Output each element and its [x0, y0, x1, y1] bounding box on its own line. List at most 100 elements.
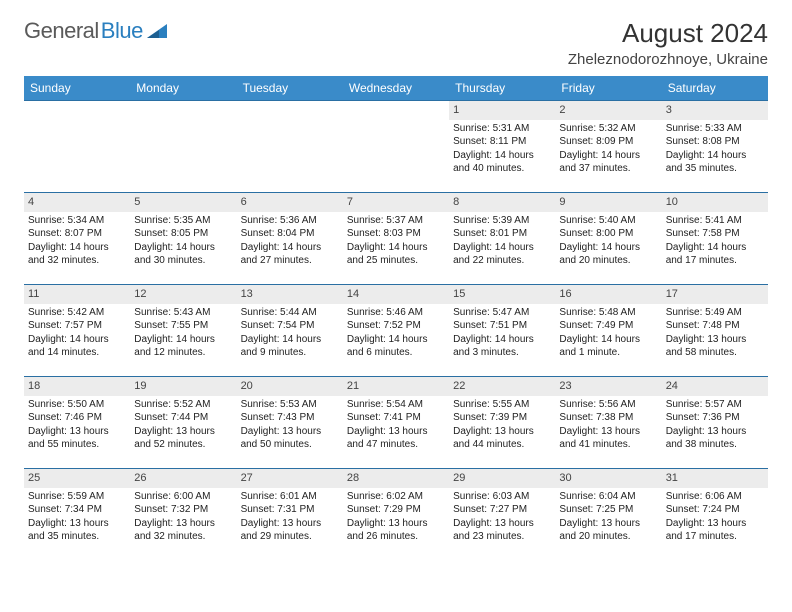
calendar-day-cell: 9Sunrise: 5:40 AMSunset: 8:00 PMDaylight… — [555, 193, 661, 285]
sunrise-line: Sunrise: 6:00 AM — [134, 490, 232, 504]
sunset-line: Sunset: 8:04 PM — [241, 227, 339, 241]
daylight-line: Daylight: 13 hours and 20 minutes. — [559, 517, 657, 544]
sunrise-line: Sunrise: 5:50 AM — [28, 398, 126, 412]
calendar-day-cell: 12Sunrise: 5:43 AMSunset: 7:55 PMDayligh… — [130, 285, 236, 377]
location-label: Zheleznodorozhnoye, Ukraine — [568, 51, 768, 68]
day-number: 15 — [449, 285, 555, 304]
daylight-line: Daylight: 14 hours and 9 minutes. — [241, 333, 339, 360]
calendar-day-cell: 6Sunrise: 5:36 AMSunset: 8:04 PMDaylight… — [237, 193, 343, 285]
calendar-page: GeneralBlue August 2024 Zheleznodorozhno… — [0, 0, 792, 579]
sunrise-line: Sunrise: 5:59 AM — [28, 490, 126, 504]
calendar-day-cell: 31Sunrise: 6:06 AMSunset: 7:24 PMDayligh… — [662, 469, 768, 561]
month-title: August 2024 — [568, 18, 768, 49]
calendar-day-cell: 13Sunrise: 5:44 AMSunset: 7:54 PMDayligh… — [237, 285, 343, 377]
sunrise-line: Sunrise: 5:46 AM — [347, 306, 445, 320]
sunset-line: Sunset: 7:34 PM — [28, 503, 126, 517]
daylight-line: Daylight: 14 hours and 6 minutes. — [347, 333, 445, 360]
sunrise-line: Sunrise: 6:04 AM — [559, 490, 657, 504]
daylight-line: Daylight: 13 hours and 23 minutes. — [453, 517, 551, 544]
day-number: 17 — [662, 285, 768, 304]
calendar-day-cell: 3Sunrise: 5:33 AMSunset: 8:08 PMDaylight… — [662, 101, 768, 193]
daylight-line: Daylight: 13 hours and 38 minutes. — [666, 425, 764, 452]
weekday-header-cell: Saturday — [662, 76, 768, 101]
calendar-day-cell: 22Sunrise: 5:55 AMSunset: 7:39 PMDayligh… — [449, 377, 555, 469]
sunset-line: Sunset: 7:32 PM — [134, 503, 232, 517]
sunset-line: Sunset: 8:00 PM — [559, 227, 657, 241]
sunrise-line: Sunrise: 5:57 AM — [666, 398, 764, 412]
sunrise-line: Sunrise: 5:48 AM — [559, 306, 657, 320]
day-number: 21 — [343, 377, 449, 396]
daylight-line: Daylight: 13 hours and 52 minutes. — [134, 425, 232, 452]
day-number: 27 — [237, 469, 343, 488]
daylight-line: Daylight: 13 hours and 44 minutes. — [453, 425, 551, 452]
header: GeneralBlue August 2024 Zheleznodorozhno… — [24, 18, 768, 68]
weekday-header: SundayMondayTuesdayWednesdayThursdayFrid… — [24, 76, 768, 101]
daylight-line: Daylight: 13 hours and 26 minutes. — [347, 517, 445, 544]
sunrise-line: Sunrise: 5:54 AM — [347, 398, 445, 412]
sunset-line: Sunset: 7:29 PM — [347, 503, 445, 517]
calendar-day-cell: 10Sunrise: 5:41 AMSunset: 7:58 PMDayligh… — [662, 193, 768, 285]
day-number: 6 — [237, 193, 343, 212]
calendar-day-cell: 4Sunrise: 5:34 AMSunset: 8:07 PMDaylight… — [24, 193, 130, 285]
calendar-week-row: 4Sunrise: 5:34 AMSunset: 8:07 PMDaylight… — [24, 193, 768, 285]
daylight-line: Daylight: 14 hours and 17 minutes. — [666, 241, 764, 268]
daylight-line: Daylight: 14 hours and 14 minutes. — [28, 333, 126, 360]
calendar-day-cell: 30Sunrise: 6:04 AMSunset: 7:25 PMDayligh… — [555, 469, 661, 561]
sunset-line: Sunset: 7:52 PM — [347, 319, 445, 333]
day-number: 8 — [449, 193, 555, 212]
daylight-line: Daylight: 13 hours and 41 minutes. — [559, 425, 657, 452]
weekday-header-cell: Friday — [555, 76, 661, 101]
sunrise-line: Sunrise: 5:36 AM — [241, 214, 339, 228]
daylight-line: Daylight: 13 hours and 29 minutes. — [241, 517, 339, 544]
weekday-header-cell: Monday — [130, 76, 236, 101]
sunrise-line: Sunrise: 5:52 AM — [134, 398, 232, 412]
calendar-table: SundayMondayTuesdayWednesdayThursdayFrid… — [24, 76, 768, 561]
calendar-day-cell: 5Sunrise: 5:35 AMSunset: 8:05 PMDaylight… — [130, 193, 236, 285]
sunrise-line: Sunrise: 5:34 AM — [28, 214, 126, 228]
calendar-day-cell: 7Sunrise: 5:37 AMSunset: 8:03 PMDaylight… — [343, 193, 449, 285]
brand-text-2: Blue — [101, 18, 143, 44]
daylight-line: Daylight: 14 hours and 12 minutes. — [134, 333, 232, 360]
sunrise-line: Sunrise: 5:37 AM — [347, 214, 445, 228]
brand-text-1: General — [24, 18, 99, 44]
day-number: 31 — [662, 469, 768, 488]
sunrise-line: Sunrise: 5:49 AM — [666, 306, 764, 320]
calendar-day-cell: 29Sunrise: 6:03 AMSunset: 7:27 PMDayligh… — [449, 469, 555, 561]
sunset-line: Sunset: 7:25 PM — [559, 503, 657, 517]
daylight-line: Daylight: 14 hours and 3 minutes. — [453, 333, 551, 360]
sunrise-line: Sunrise: 5:47 AM — [453, 306, 551, 320]
day-number: 2 — [555, 101, 661, 120]
calendar-day-cell: 11Sunrise: 5:42 AMSunset: 7:57 PMDayligh… — [24, 285, 130, 377]
day-number: 29 — [449, 469, 555, 488]
day-number: 20 — [237, 377, 343, 396]
sunrise-line: Sunrise: 6:01 AM — [241, 490, 339, 504]
sunrise-line: Sunrise: 5:56 AM — [559, 398, 657, 412]
calendar-week-row: 18Sunrise: 5:50 AMSunset: 7:46 PMDayligh… — [24, 377, 768, 469]
calendar-day-cell: 24Sunrise: 5:57 AMSunset: 7:36 PMDayligh… — [662, 377, 768, 469]
weekday-header-cell: Sunday — [24, 76, 130, 101]
calendar-day-cell: 26Sunrise: 6:00 AMSunset: 7:32 PMDayligh… — [130, 469, 236, 561]
daylight-line: Daylight: 13 hours and 55 minutes. — [28, 425, 126, 452]
daylight-line: Daylight: 13 hours and 35 minutes. — [28, 517, 126, 544]
brand-triangle-icon — [147, 24, 167, 38]
day-number: 11 — [24, 285, 130, 304]
day-number: 12 — [130, 285, 236, 304]
daylight-line: Daylight: 14 hours and 25 minutes. — [347, 241, 445, 268]
calendar-week-row: 25Sunrise: 5:59 AMSunset: 7:34 PMDayligh… — [24, 469, 768, 561]
day-number: 1 — [449, 101, 555, 120]
calendar-day-cell: 17Sunrise: 5:49 AMSunset: 7:48 PMDayligh… — [662, 285, 768, 377]
calendar-day-cell: 2Sunrise: 5:32 AMSunset: 8:09 PMDaylight… — [555, 101, 661, 193]
daylight-line: Daylight: 13 hours and 17 minutes. — [666, 517, 764, 544]
day-number: 4 — [24, 193, 130, 212]
calendar-day-cell — [130, 101, 236, 193]
sunset-line: Sunset: 7:57 PM — [28, 319, 126, 333]
daylight-line: Daylight: 13 hours and 32 minutes. — [134, 517, 232, 544]
daylight-line: Daylight: 13 hours and 47 minutes. — [347, 425, 445, 452]
sunset-line: Sunset: 8:01 PM — [453, 227, 551, 241]
calendar-body: 1Sunrise: 5:31 AMSunset: 8:11 PMDaylight… — [24, 101, 768, 561]
sunset-line: Sunset: 7:58 PM — [666, 227, 764, 241]
sunset-line: Sunset: 7:51 PM — [453, 319, 551, 333]
calendar-day-cell: 28Sunrise: 6:02 AMSunset: 7:29 PMDayligh… — [343, 469, 449, 561]
calendar-day-cell: 1Sunrise: 5:31 AMSunset: 8:11 PMDaylight… — [449, 101, 555, 193]
sunrise-line: Sunrise: 5:33 AM — [666, 122, 764, 136]
